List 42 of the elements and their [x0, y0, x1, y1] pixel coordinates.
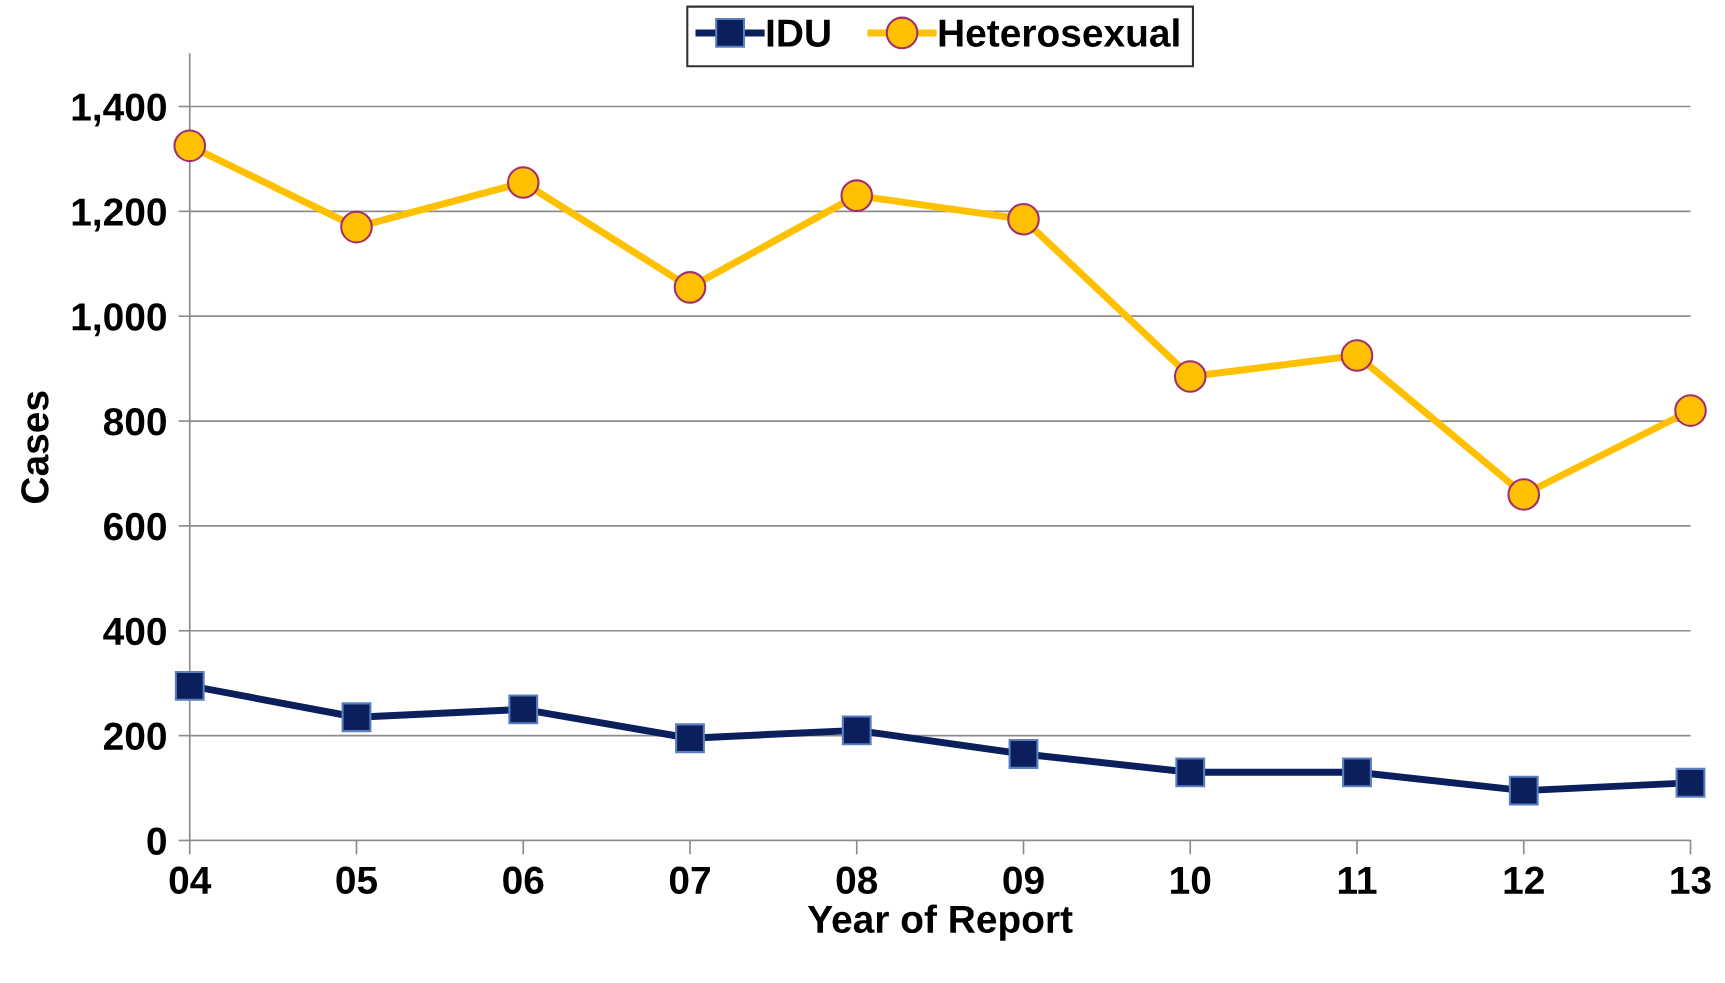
point: [1173, 360, 1207, 393]
x-tick-label: 07: [669, 866, 710, 895]
point: [675, 723, 705, 754]
point: [508, 694, 539, 725]
y-tick-label: 1,000: [72, 303, 166, 337]
x-axis-title: Year of Report: [807, 904, 1073, 941]
y-tick-label: 800: [103, 407, 166, 436]
y-tick-label: 400: [103, 617, 166, 646]
legend-label: Heterosexual: [939, 18, 1179, 47]
legend-label: IDU: [767, 19, 830, 47]
y-tick-label: 0: [147, 827, 166, 855]
point: [1340, 339, 1374, 372]
x-tick-label: 09: [1003, 866, 1044, 895]
point: [174, 670, 205, 701]
point: [1508, 775, 1539, 806]
point: [673, 271, 707, 304]
point: [1175, 757, 1206, 788]
y-tick-label: 1,400: [72, 93, 166, 127]
point: [841, 715, 872, 746]
point: [1007, 202, 1040, 236]
x-tick-label: 08: [836, 866, 878, 895]
point: [1674, 394, 1707, 427]
x-tick-label: 06: [503, 866, 544, 895]
point: [1342, 757, 1372, 788]
point: [173, 129, 207, 163]
x-tick-label: 12: [1504, 866, 1544, 894]
y-axis-title: Cases: [21, 391, 49, 503]
y-tick-label: 600: [104, 512, 166, 541]
x-tick-label: 11: [1338, 866, 1377, 894]
point: [1008, 739, 1039, 769]
x-tick-label: 04: [169, 866, 212, 895]
y-tick-label: 1,200: [72, 198, 166, 232]
point: [341, 702, 372, 733]
point: [340, 210, 373, 244]
point: [1675, 767, 1706, 798]
point: [1507, 478, 1541, 511]
x-tick-label: 10: [1171, 866, 1211, 895]
point: [506, 166, 540, 199]
y-tick-label: 200: [104, 722, 166, 751]
point: [840, 179, 874, 212]
x-tick-label: 13: [1671, 866, 1711, 895]
x-tick-label: 05: [336, 866, 378, 895]
